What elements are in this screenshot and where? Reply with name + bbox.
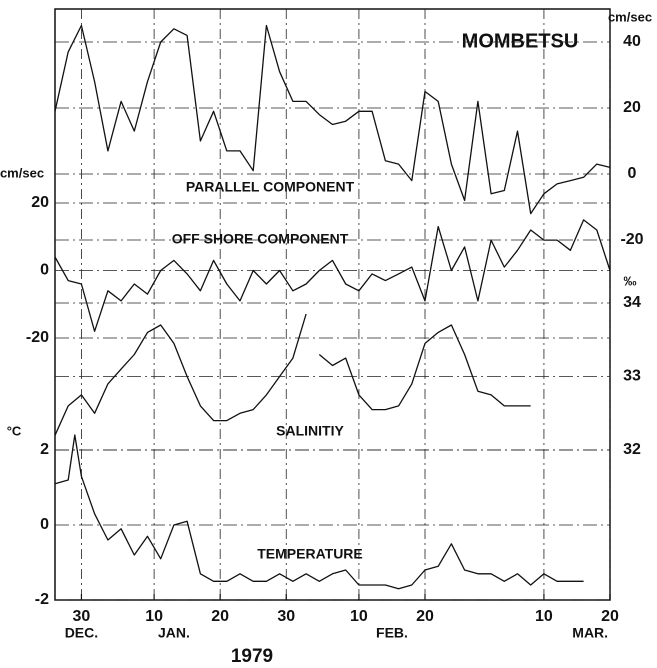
x-tick-label: 10 [350,608,368,625]
x-tick-label: 20 [211,608,229,625]
y-tick-label: 34 [623,294,641,311]
series-line [54,219,611,332]
chart-title: MOMBETSU [462,30,579,52]
unit-label: cm/sec [0,165,44,180]
unit-label: °C [7,423,22,438]
y-tick-label: 20 [623,99,641,116]
month-label: MAR. [572,625,608,641]
x-tick-label: 20 [601,608,619,625]
x-tick-label: 20 [416,608,434,625]
x-tick-label: 30 [73,608,91,625]
y-tick-label: 32 [623,441,641,458]
series-label: TEMPERATURE [257,546,363,562]
month-label: JAN. [158,625,190,641]
month-label: FEB. [376,625,408,641]
unit-label: cm/sec [608,9,652,24]
series-label: SALINITIY [276,423,344,439]
y-tick-label: -20 [26,329,49,346]
y-tick-label: 40 [623,33,641,50]
series-label: PARALLEL COMPONENT [186,179,355,195]
x-tick-label: 10 [145,608,163,625]
plot-frame [54,8,611,601]
month-label: DEC. [65,625,98,641]
y-tick-label: 2 [40,441,49,458]
series-line [54,24,611,215]
x-tick-label: 30 [277,608,295,625]
y-tick-label: 20 [31,194,49,211]
y-tick-label: 0 [628,165,637,182]
y-tick-label: -2 [35,591,49,608]
y-tick-label: 0 [40,262,49,279]
y-tick-label: 0 [40,516,49,533]
y-tick-label: 33 [623,368,641,385]
x-tick-label: 10 [535,608,553,625]
series-line [54,434,584,590]
series-label: OFF SHORE COMPONENT [172,231,349,247]
y-tick-label: -20 [620,231,643,248]
year-label: 1979 [231,646,273,667]
unit-label: ‰ [624,273,637,288]
series-line [54,313,531,436]
